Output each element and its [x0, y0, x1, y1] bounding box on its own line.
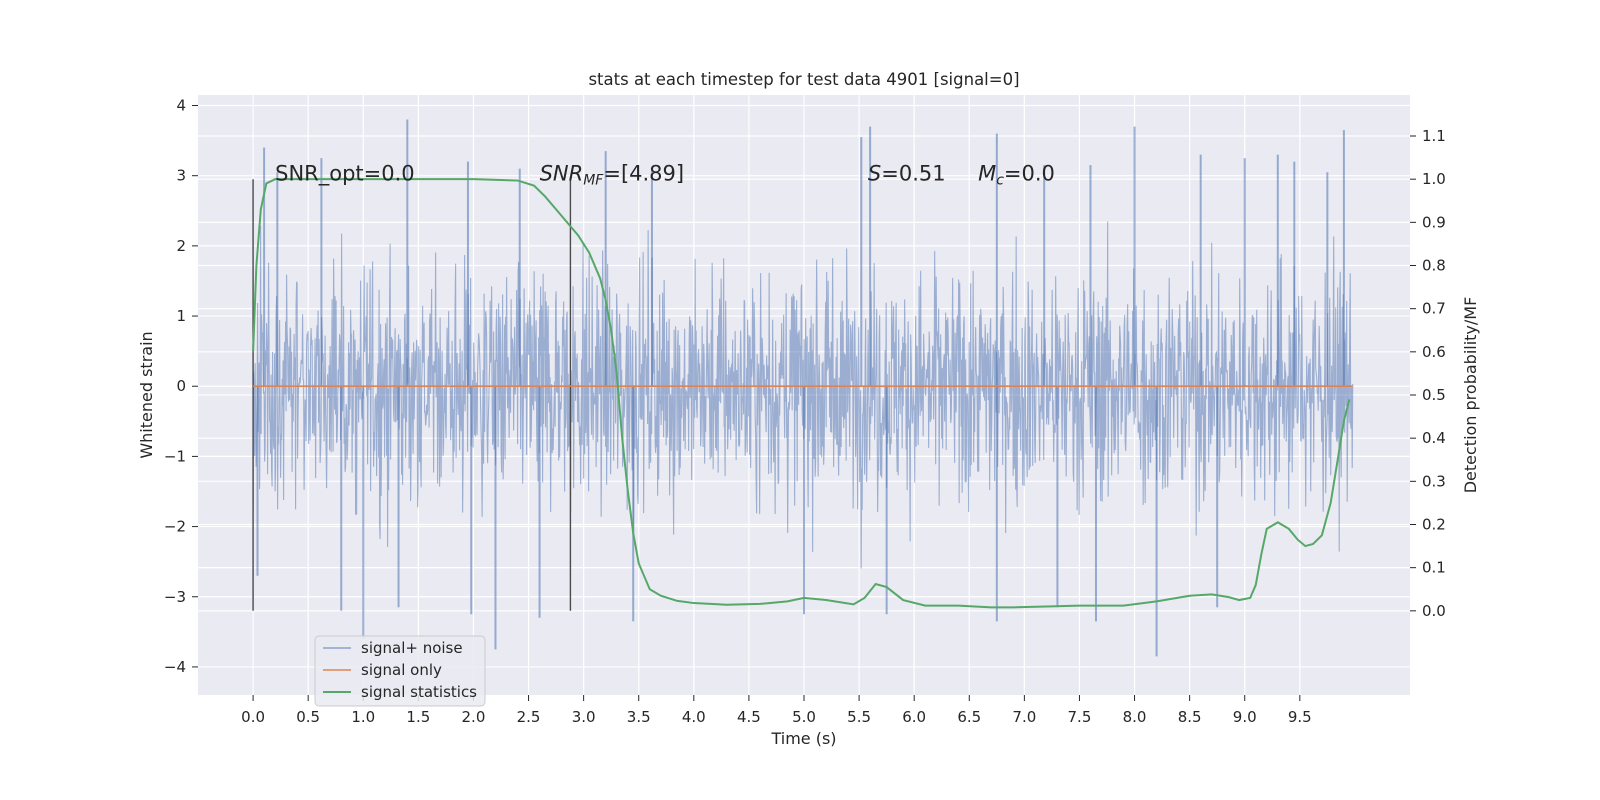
y2-tick-label: 0.0 — [1422, 602, 1446, 620]
annotation-snr-mf-symbol: SNR — [540, 162, 584, 186]
noise-trace — [252, 221, 1354, 569]
annotation-s: S=0.51 — [868, 162, 946, 186]
x-tick-label: 7.0 — [1012, 708, 1036, 726]
annotation-s-symbol: S — [868, 162, 881, 186]
y2-tick-label: 0.5 — [1422, 386, 1446, 404]
series-signal-plus-noise — [252, 119, 1354, 657]
x-tick-label: 1.5 — [406, 708, 430, 726]
annotation-mc: Mc=0.0 — [978, 162, 1055, 189]
y2-tick-label: 0.7 — [1422, 300, 1446, 318]
annotation-mc-symbol: M — [978, 162, 996, 186]
x-tick-label: 4.5 — [737, 708, 761, 726]
x-tick-label: 1.0 — [351, 708, 375, 726]
y2-tick-label: 0.3 — [1422, 472, 1446, 490]
y-axis-label: Whitened strain — [137, 331, 156, 458]
x-tick-label: 0.5 — [296, 708, 320, 726]
legend: signal+ noise signal only signal statist… — [314, 635, 486, 707]
y-axis-ticks: 4 3 2 1 0 −1 −2 −3 −4 — [164, 97, 198, 676]
chart-title: stats at each timestep for test data 490… — [588, 70, 1019, 89]
y2-axis-ticks: 1.1 1.0 0.9 0.8 0.7 0.6 0.5 0.4 0.3 0.2 0.1 0.0 — [1410, 127, 1446, 620]
y-tick-label: 4 — [176, 97, 186, 115]
y-tick-label: −2 — [164, 518, 186, 536]
annotation-snr-mf-value: =[4.89] — [603, 162, 684, 186]
y2-tick-label: 0.4 — [1422, 429, 1446, 447]
vertical-markers — [252, 179, 572, 611]
legend-label-signal-plus-noise: signal+ noise — [361, 639, 463, 657]
x-tick-label: 2.0 — [462, 708, 486, 726]
y2-tick-label: 0.9 — [1422, 213, 1446, 231]
x-axis-label: Time (s) — [770, 729, 836, 748]
x-tick-label: 8.5 — [1178, 708, 1202, 726]
x-tick-label: 7.5 — [1068, 708, 1092, 726]
annotation-snr-mf-subscript: MF — [583, 173, 604, 189]
y2-tick-label: 0.2 — [1422, 515, 1446, 533]
annotation-mc-value: =0.0 — [1004, 162, 1055, 186]
legend-box — [314, 635, 486, 707]
signal-statistics-line — [252, 178, 1351, 609]
x-tick-label: 6.0 — [902, 708, 926, 726]
y-tick-label: 0 — [176, 377, 186, 395]
x-tick-label: 8.0 — [1123, 708, 1147, 726]
x-tick-label: 3.0 — [572, 708, 596, 726]
annotation-s-value: =0.51 — [881, 162, 945, 186]
y-tick-label: −1 — [164, 447, 186, 465]
y2-tick-label: 1.1 — [1422, 127, 1446, 145]
annotations: SNR_opt=0.0 SNRMF=[4.89] S=0.51 Mc=0.0 — [275, 162, 1055, 189]
legend-label-signal-statistics: signal statistics — [361, 683, 477, 701]
y2-tick-label: 0.6 — [1422, 343, 1446, 361]
annotation-mc-subscript: c — [996, 173, 1004, 189]
x-tick-label: 5.0 — [792, 708, 816, 726]
y2-axis-label: Detection probability/MF — [1461, 297, 1480, 494]
x-tick-label: 2.5 — [517, 708, 541, 726]
y2-tick-label: 0.8 — [1422, 257, 1446, 275]
x-axis-ticks: 0.0 0.5 1.0 1.5 2.0 2.5 3.0 3.5 4.0 4.5 5.0 5.5 6.0 6… — [241, 695, 1312, 726]
x-tick-label: 6.5 — [957, 708, 981, 726]
y2-tick-label: 0.1 — [1422, 559, 1446, 577]
annotation-snr-opt: SNR_opt=0.0 — [275, 162, 415, 187]
annotation-snr-mf: SNRMF=[4.89] — [540, 162, 685, 189]
series-signal-statistics — [252, 178, 1351, 609]
y-tick-label: 3 — [176, 167, 186, 185]
x-tick-label: 3.5 — [627, 708, 651, 726]
y2-tick-label: 1.0 — [1422, 170, 1446, 188]
y-tick-label: 1 — [176, 307, 186, 325]
x-tick-label: 4.0 — [682, 708, 706, 726]
y-tick-label: −4 — [164, 658, 186, 676]
legend-label-signal-only: signal only — [361, 661, 442, 679]
x-tick-label: 9.5 — [1288, 708, 1312, 726]
x-tick-label: 9.0 — [1233, 708, 1257, 726]
y-tick-label: 2 — [176, 237, 186, 255]
y-tick-label: −3 — [164, 588, 186, 606]
x-tick-label: 5.5 — [847, 708, 871, 726]
x-tick-label: 0.0 — [241, 708, 265, 726]
